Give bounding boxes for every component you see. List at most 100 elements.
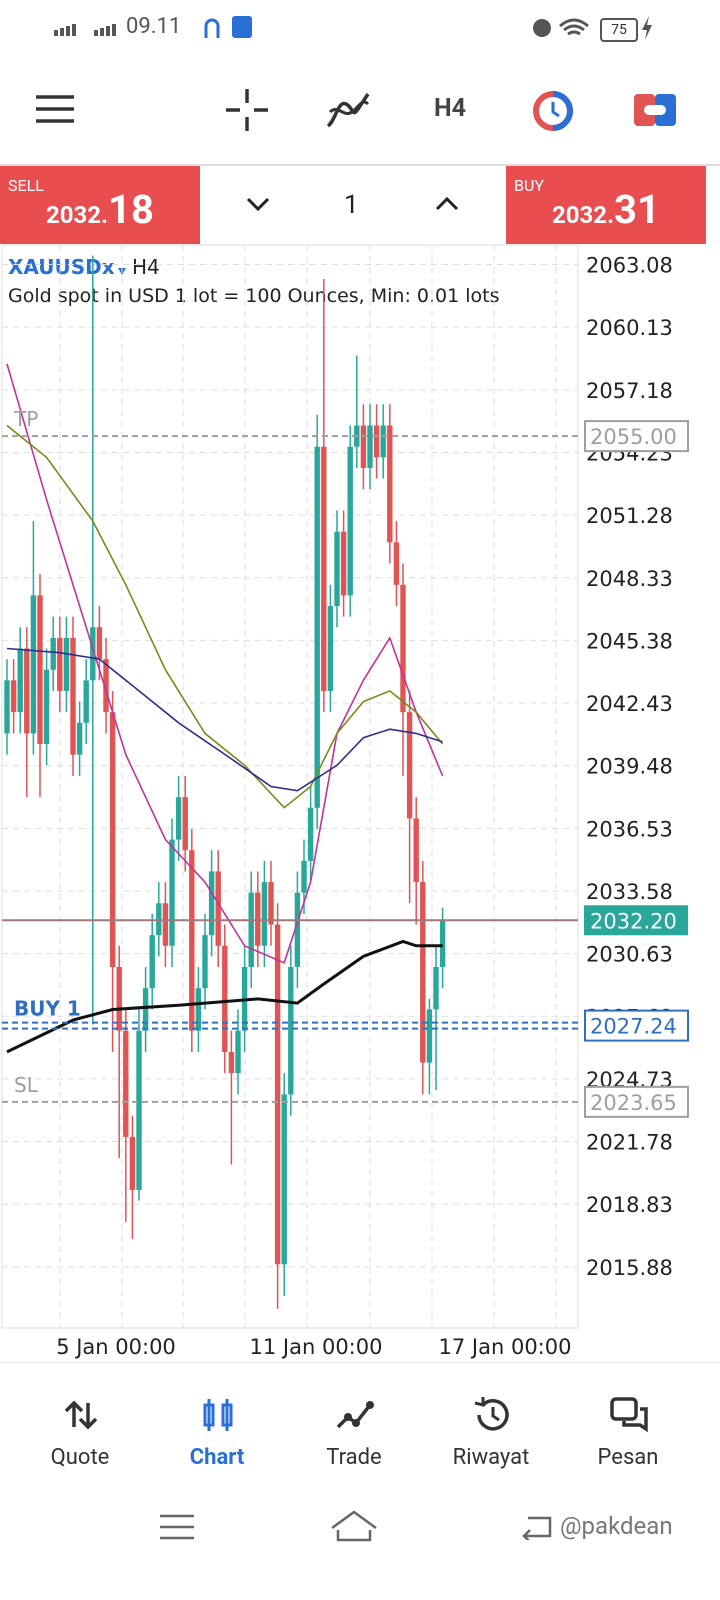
y-tick-label: 2036.53 — [586, 817, 673, 841]
plot-frame — [1, 244, 579, 1329]
recents-button[interactable] — [160, 1514, 194, 1540]
level-tag-label: 2055.00 — [590, 425, 677, 449]
nav-label: Quote — [50, 1445, 110, 1470]
nav-item[interactable]: Trade — [294, 1383, 414, 1483]
candle-body — [76, 722, 83, 755]
candle-body — [288, 967, 294, 1095]
nav-icon — [474, 1397, 509, 1431]
candle-body — [17, 648, 23, 713]
nav-icon — [64, 1400, 98, 1430]
candle-body — [255, 892, 261, 946]
candle-body — [50, 637, 56, 670]
candle-body — [314, 446, 320, 808]
nav-label: Trade — [326, 1445, 382, 1470]
back-button[interactable] — [520, 1514, 554, 1540]
y-tick-label: 2021.78 — [586, 1131, 673, 1155]
candle-body — [24, 648, 30, 734]
candle-body — [63, 637, 70, 691]
candle-body — [149, 935, 155, 989]
candle-body — [406, 712, 413, 819]
candle-body — [142, 988, 149, 1031]
y-tick-label: 2051.28 — [586, 504, 673, 528]
candle-body — [380, 425, 386, 458]
chart-timeframe: H4 — [132, 255, 160, 279]
signal-icons — [54, 24, 116, 36]
candle-body — [4, 680, 10, 734]
buy-label: BUY — [514, 176, 544, 195]
candle-body — [360, 425, 367, 468]
buy-button[interactable]: BUY 2032.31 — [506, 166, 706, 244]
sell-price-int: 2032. — [46, 201, 109, 229]
indicators-button[interactable] — [326, 90, 370, 130]
candle-body — [70, 637, 76, 755]
candle-body — [136, 1030, 142, 1190]
candle-body — [307, 807, 314, 861]
candle-body — [116, 967, 122, 1031]
battery: 75 — [600, 18, 638, 42]
candle-body — [10, 680, 17, 713]
sell-button[interactable]: SELL 2032.18 — [0, 166, 200, 244]
watermark: @pakdean — [560, 1512, 673, 1540]
timeframe-button[interactable]: H4 — [434, 94, 466, 123]
y-tick-label: 2030.63 — [586, 943, 673, 967]
candle-body — [96, 627, 103, 660]
nav-item[interactable]: Riwayat — [431, 1383, 551, 1483]
level-tag — [584, 1085, 689, 1118]
moving-average — [6, 647, 443, 792]
history-button[interactable] — [532, 90, 574, 132]
candle-body — [83, 680, 89, 723]
y-tick-label: 2018.83 — [586, 1193, 673, 1217]
nav-item[interactable]: Quote — [20, 1383, 140, 1483]
candle-body — [202, 935, 208, 989]
volume-down[interactable] — [246, 196, 270, 212]
candle-body — [400, 584, 406, 713]
level-tag — [584, 420, 689, 453]
candle-body — [248, 892, 254, 967]
sell-price-frac: 18 — [108, 186, 154, 233]
home-button[interactable] — [330, 1510, 378, 1542]
notification-icons — [204, 16, 252, 38]
candle-body — [367, 425, 373, 468]
level-tag-label: 2027.24 — [590, 1015, 677, 1039]
system-nav: @pakdean — [0, 1500, 720, 1600]
y-tick-label: 2057.18 — [586, 379, 673, 403]
nav-label: Chart — [189, 1445, 245, 1470]
candle-body — [393, 542, 400, 585]
clock: 09.11 — [126, 14, 182, 39]
x-tick-label: 5 Jan 00:00 — [56, 1335, 176, 1359]
candle-body — [109, 712, 116, 967]
candle-body — [373, 425, 380, 458]
candle-body — [439, 920, 446, 967]
candle-body — [195, 988, 202, 1031]
candle-body — [420, 882, 426, 1063]
candle-body — [321, 446, 327, 691]
candle-body — [268, 882, 274, 925]
nav-label: Pesan — [597, 1445, 659, 1470]
volume-up[interactable] — [435, 196, 459, 212]
crosshair-button[interactable] — [226, 89, 268, 131]
price-chart: XAUUSDx H4 Gold spot in USD 1 lot = 100 … — [1, 244, 689, 1359]
candle-body — [235, 1030, 241, 1074]
nav-item[interactable]: Pesan — [568, 1383, 688, 1483]
y-tick-label: 2045.38 — [586, 629, 673, 653]
sell-price: 2032.18 — [46, 186, 154, 233]
volume[interactable]: 1 — [344, 190, 359, 220]
nav-icon — [610, 1397, 648, 1433]
candle-body — [340, 531, 347, 596]
symbol-description: Gold spot in USD 1 lot = 100 Ounces, Min… — [8, 285, 500, 307]
candle-body — [43, 669, 50, 745]
moving-average — [6, 363, 444, 964]
one-click-button[interactable] — [634, 94, 676, 126]
y-tick-label: 2063.08 — [586, 254, 673, 278]
status-bar: 09.11 75 — [0, 0, 720, 56]
candle-body — [347, 446, 353, 596]
trade-panel: SELL 2032.18 1 BUY 2032.31 — [0, 164, 720, 246]
candle-body — [123, 1030, 129, 1137]
nav-item[interactable]: Chart — [157, 1383, 277, 1483]
candle-body — [228, 1051, 235, 1074]
buy-price: 2032.31 — [552, 186, 660, 233]
menu-button[interactable] — [36, 94, 74, 124]
level-tag-label: 2023.65 — [590, 1091, 677, 1115]
candle-body — [103, 659, 109, 713]
